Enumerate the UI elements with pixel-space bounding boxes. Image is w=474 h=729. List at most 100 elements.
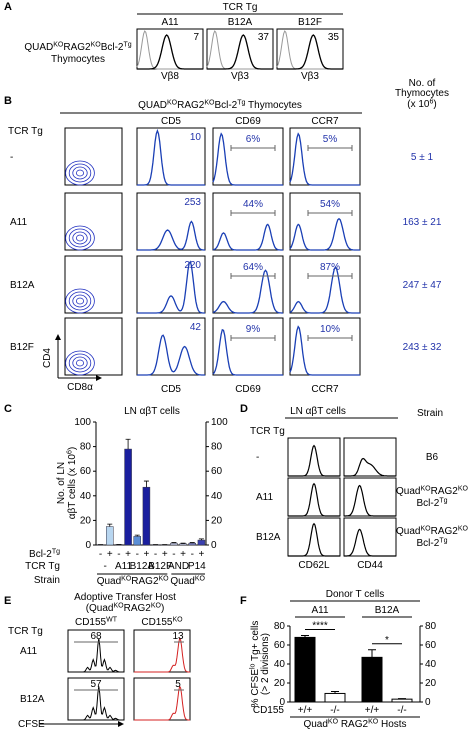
bar	[142, 486, 151, 546]
contour	[76, 169, 85, 177]
y2-tick-label: 80	[211, 442, 223, 453]
bar	[188, 542, 196, 546]
text-part: QUAD	[24, 42, 53, 53]
contour	[72, 166, 88, 180]
bar	[133, 536, 141, 546]
y-tick-label: 20	[80, 515, 92, 526]
label: 37	[258, 32, 270, 43]
histogram	[288, 444, 340, 477]
label: F	[240, 595, 247, 607]
text-part: KO	[151, 603, 162, 610]
bar	[294, 636, 316, 703]
histogram	[207, 34, 273, 70]
histogram	[212, 223, 283, 251]
label: +/+	[365, 705, 380, 716]
histogram	[212, 328, 283, 376]
label: Vβ3	[231, 71, 249, 82]
text-part: KO	[204, 100, 215, 107]
label: QUADKORAG2KOBcl-2Tg	[24, 42, 131, 54]
contour	[65, 160, 95, 186]
x-tick-label: +	[180, 549, 186, 560]
x-tick-label: -	[99, 549, 102, 560]
text-part: Tg	[52, 549, 60, 556]
label: Vβ3	[301, 71, 319, 82]
label: 54%	[320, 199, 340, 210]
error-bar	[198, 538, 204, 541]
label: B12A	[375, 605, 400, 616]
arrowhead	[96, 375, 102, 381]
label: (x 106)	[407, 99, 436, 111]
label: -	[256, 452, 259, 463]
label: (QuadKORAG2KO)	[86, 603, 165, 615]
text-part: Bcl-2	[417, 538, 440, 549]
label: 253	[184, 197, 201, 208]
plot-frame	[343, 477, 397, 517]
y2-tick-label: 20	[425, 678, 437, 689]
text-part: RAG2	[63, 42, 91, 53]
y-tick-label: 40	[274, 659, 286, 670]
label: A11	[256, 492, 273, 503]
histogram	[68, 686, 124, 721]
text-part: Tg	[439, 498, 447, 505]
label: CD62L	[298, 560, 330, 571]
histogram	[137, 260, 205, 314]
label: A	[4, 1, 12, 13]
text-part: Quad	[396, 486, 420, 497]
error-bar	[125, 438, 131, 450]
label: 220	[184, 260, 201, 271]
label: A11	[311, 605, 328, 616]
label: CD69	[235, 116, 261, 127]
histogram	[68, 638, 124, 673]
y-tick-label: 40	[80, 491, 92, 502]
histogram	[134, 637, 190, 673]
text-part: KO	[53, 42, 64, 49]
x-tick-label: -	[136, 549, 139, 560]
label: B6	[426, 452, 439, 463]
group-label: B12F	[148, 561, 172, 572]
label: QuadKO	[170, 576, 205, 588]
label: -	[10, 152, 13, 163]
label: 243 ± 32	[403, 342, 442, 353]
label: -/-	[397, 705, 406, 716]
label: +/+	[298, 705, 313, 716]
bar	[324, 692, 346, 703]
histogram	[277, 34, 343, 70]
text-part: )	[161, 603, 164, 614]
text-part: CD155	[75, 617, 107, 628]
x-tick-label: +	[162, 549, 168, 560]
x-tick-label: +	[107, 549, 113, 560]
text-part: RAG2	[131, 576, 159, 587]
plot-frame	[136, 317, 206, 376]
histogram	[344, 484, 396, 517]
y2-tick-label: 100	[211, 417, 228, 428]
histogram	[212, 132, 283, 186]
label: Vβ8	[161, 71, 179, 82]
label: D	[240, 403, 248, 415]
label: 7	[193, 32, 199, 43]
y-tick-label: 0	[279, 697, 285, 708]
contour	[76, 359, 85, 367]
bar	[197, 539, 206, 546]
label: TCR Tg	[8, 626, 43, 637]
label: QuadKO RAG2KO Hosts	[303, 719, 406, 729]
label: Thymocytes	[395, 88, 449, 99]
label: (> 2 divisions)	[260, 633, 271, 695]
y-tick-label: 0	[85, 540, 91, 551]
text-part: Bcl-2	[29, 549, 52, 560]
y-tick-label: 60	[274, 640, 286, 651]
group-label: P14	[188, 561, 206, 572]
text-part: Bcl-2	[417, 498, 440, 509]
text-part: RAG2	[177, 100, 205, 111]
contour	[76, 234, 85, 242]
text-part: Quad	[170, 576, 194, 587]
error-bar	[368, 649, 376, 658]
text-part: Bcl-2	[101, 42, 124, 53]
text-part: KO	[195, 576, 206, 583]
histogram	[289, 217, 360, 251]
contour	[72, 294, 88, 308]
label: CD155WT	[75, 617, 118, 629]
label: CD155	[253, 705, 285, 716]
group-label: B12A	[130, 561, 155, 572]
label: TCR Tg	[25, 561, 60, 572]
histogram	[288, 482, 340, 517]
